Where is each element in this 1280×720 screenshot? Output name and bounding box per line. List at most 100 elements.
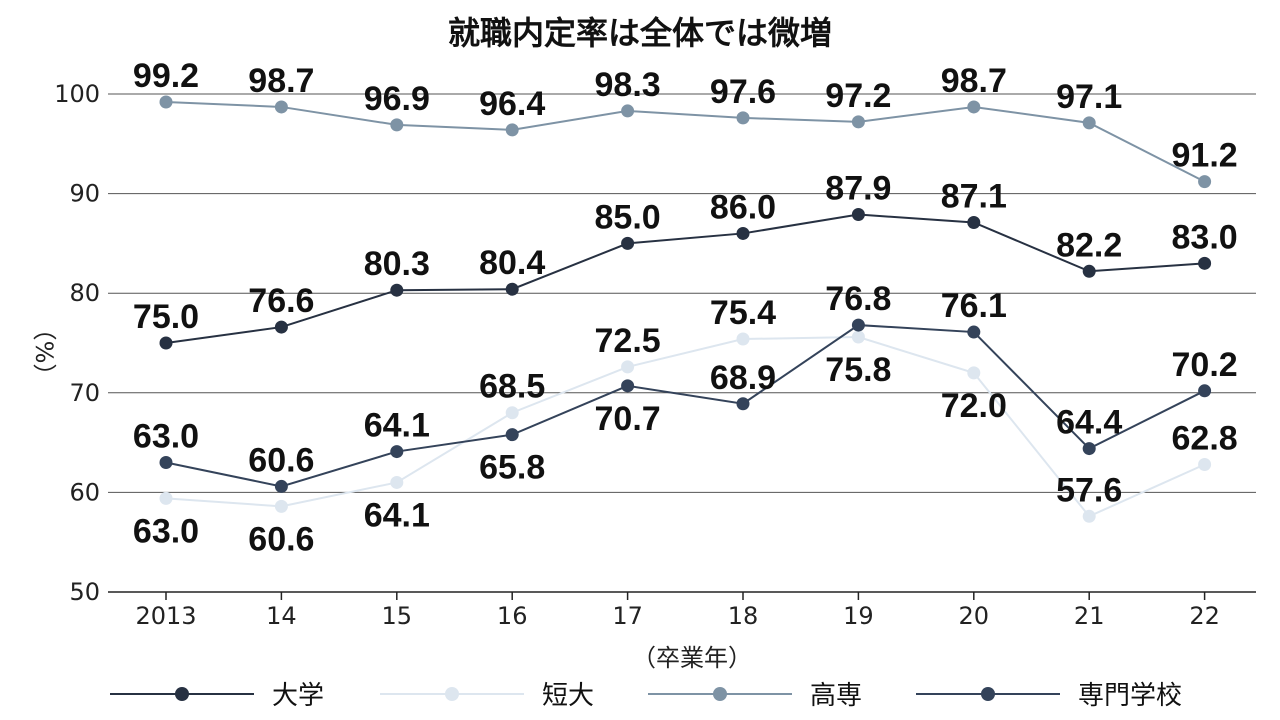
data-label: 57.6 [1056,471,1122,509]
series-0-point [1082,264,1096,278]
series-0-point [736,226,750,240]
x-tick-label: 18 [728,602,759,630]
series-line-0 [165,213,1205,344]
legend-label-3: 専門学校 [1078,681,1182,711]
data-labels: 75.0 76.6 80.3 80.4 85.0 86.0 87.9 87.1 82.2 83.0… [133,57,1238,558]
series-3-point [159,456,173,470]
data-label: 60.6 [248,441,314,479]
series-2-point [1082,116,1096,130]
y-tick-label: 70 [69,379,100,407]
series-group [159,95,1212,523]
legend-marker-0 [175,687,189,701]
data-label: 63.0 [133,512,199,550]
y-tick-label: 50 [69,578,100,606]
legend-label-0: 大学 [272,681,324,711]
y-tick-label: 100 [54,80,100,108]
data-label: 96.9 [364,80,430,118]
data-label: 98.3 [595,66,661,104]
series-1-point [736,332,750,346]
legend-marker-1 [445,687,459,701]
legend-marker-2 [713,687,727,701]
data-label: 87.1 [941,177,1007,215]
series-3-point [851,318,865,332]
series-2-point [390,118,404,132]
x-tick-label: 2013 [135,602,196,630]
series-1-point [1198,458,1212,472]
x-tick-label: 22 [1189,602,1220,630]
data-label: 75.0 [133,298,199,336]
data-label: 86.0 [710,188,776,226]
data-label: 76.6 [248,282,314,320]
series-0-point [967,215,981,229]
data-label: 64.1 [364,407,430,445]
x-tick-label: 21 [1074,602,1105,630]
y-tick-label: 60 [69,478,100,506]
series-3-point [390,445,404,459]
data-label: 87.9 [825,170,891,208]
data-label: 82.2 [1056,226,1122,264]
x-axis-label: （卒業年） [632,644,752,672]
data-label: 80.4 [479,244,545,282]
gridlines [108,93,1256,593]
data-label: 76.8 [825,280,891,318]
x-axis-ticks: 2013 14 15 16 17 18 19 20 21 22 [135,592,1220,630]
series-3-point [736,397,750,411]
data-label: 72.5 [595,322,661,360]
series-2-point [736,111,750,125]
series-3-point [505,428,519,442]
series-0-point [621,236,635,250]
chart-title: 就職内定率は全体では微増 [448,14,832,52]
series-3-point [274,479,288,493]
data-label: 97.1 [1056,78,1122,116]
legend: 大学 短大 高専 専門学校 [110,681,1182,711]
data-label: 62.8 [1172,420,1238,458]
x-tick-label: 20 [959,602,990,630]
data-label: 68.5 [479,368,545,406]
series-3-point [1198,384,1212,398]
series-1-point [390,475,404,489]
data-label: 98.7 [941,62,1007,100]
x-tick-label: 15 [382,602,413,630]
data-label: 97.6 [710,73,776,111]
data-label: 96.4 [479,85,545,123]
series-line-2 [165,100,1206,183]
data-label: 64.4 [1056,404,1122,442]
series-0-point [390,283,404,297]
data-label: 65.8 [479,449,545,487]
x-tick-label: 14 [266,602,297,630]
series-1-point [1082,509,1096,523]
series-1-point [621,360,635,374]
series-0-point [505,282,519,296]
series-2-point [274,100,288,114]
legend-marker-3 [981,687,995,701]
series-3-point [621,379,635,393]
series-2-point [621,104,635,118]
series-0-point [274,320,288,334]
series-2-point [1198,175,1212,189]
series-line-1 [165,336,1206,518]
series-2-point [967,100,981,114]
series-1-point [851,330,865,344]
data-label: 64.1 [364,496,430,534]
data-label: 72.0 [941,387,1007,425]
series-1-point [967,366,981,380]
data-label: 75.8 [825,351,891,389]
y-tick-label: 80 [69,279,100,307]
series-1-point [274,499,288,513]
series-0-point [1198,256,1212,270]
legend-label-2: 高専 [810,681,862,711]
x-tick-label: 19 [843,602,874,630]
data-label: 80.3 [364,245,430,283]
x-tick-label: 17 [612,602,643,630]
data-label: 85.0 [595,198,661,236]
y-axis-label: （%） [30,317,58,388]
legend-label-1: 短大 [542,681,594,711]
series-0-point [159,336,173,350]
y-axis-ticks: 50 60 70 80 90 100 [54,80,100,606]
series-0-point [851,208,865,222]
series-2-point [505,123,519,137]
series-3-point [1082,442,1096,456]
data-label: 75.4 [710,294,776,332]
series-1-point [505,406,519,420]
